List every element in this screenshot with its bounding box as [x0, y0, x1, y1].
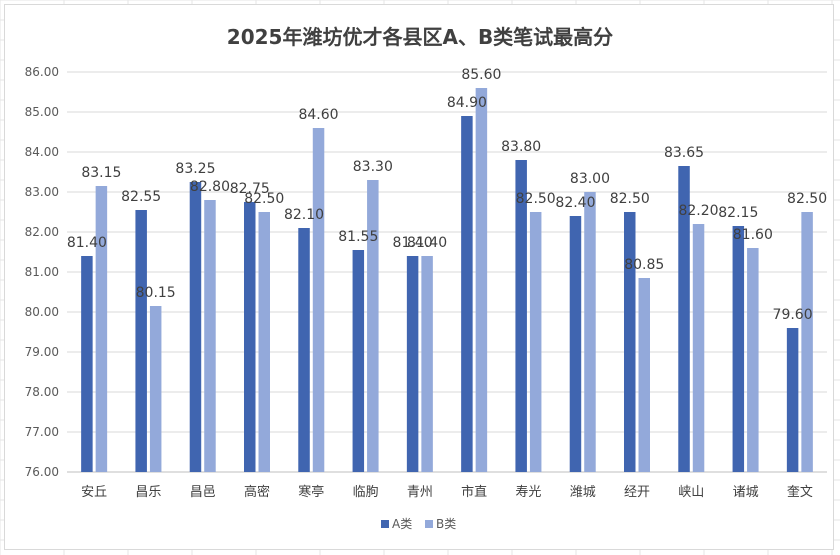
bar-a[interactable]: [678, 166, 690, 472]
data-label-a: 81.40: [67, 235, 107, 251]
data-label-b: 83.15: [81, 165, 121, 181]
bar-b[interactable]: [801, 212, 813, 472]
data-label-b: 82.50: [516, 191, 556, 207]
y-tick-label: 83.00: [25, 185, 59, 199]
bar-b[interactable]: [747, 248, 759, 472]
bar-a[interactable]: [189, 182, 202, 472]
data-label-b: 85.60: [461, 67, 501, 83]
data-label-a: 79.60: [773, 307, 813, 323]
x-category-label: 安丘: [81, 485, 107, 500]
bar-b[interactable]: [584, 192, 596, 472]
legend-label-b[interactable]: B类: [436, 517, 456, 531]
data-label-b: 80.15: [136, 285, 176, 301]
x-axis-category-labels: 安丘 昌乐 昌邑 高密 寒亭 临朐 青州 市直 寿光 潍城 经开 峡山 诸城 奎文: [81, 484, 813, 500]
bar-a[interactable]: [298, 228, 310, 472]
y-axis-tick-labels: 76.00 77.00 78.00 79.00 80.00 81.00 82.00 83.00…: [25, 65, 59, 479]
data-label-a: 82.75: [230, 181, 270, 197]
bar-b[interactable]: [692, 224, 705, 472]
bar-a[interactable]: [461, 116, 473, 472]
bar-a[interactable]: [624, 212, 636, 472]
bar-b[interactable]: [258, 212, 271, 472]
data-label-a: 81.40: [393, 235, 433, 251]
bar-a[interactable]: [352, 250, 365, 472]
y-tick-label: 82.00: [25, 225, 59, 239]
x-category-label: 诸城: [733, 485, 759, 500]
legend-label-a[interactable]: A类: [392, 517, 412, 531]
x-category-label: 寒亭: [298, 484, 324, 500]
data-label-a: 82.55: [121, 189, 161, 205]
bar-b[interactable]: [421, 256, 433, 472]
legend-swatch-b: [425, 520, 433, 528]
legend-swatch-a: [381, 520, 389, 528]
bar-b[interactable]: [638, 278, 651, 472]
data-label-a: 81.55: [338, 229, 378, 245]
data-label-a: 82.10: [284, 207, 324, 223]
bar-a[interactable]: [135, 210, 147, 472]
bar-a[interactable]: [569, 216, 582, 472]
bar-a[interactable]: [732, 226, 745, 472]
y-tick-label: 86.00: [25, 65, 59, 79]
y-tick-label: 80.00: [25, 305, 59, 319]
data-label-b: 81.60: [733, 227, 773, 243]
chart-title: 2025年潍坊优才各县区A、B类笔试最高分: [227, 25, 613, 49]
data-label-b: 82.20: [678, 203, 718, 219]
data-label-b: 83.30: [353, 159, 393, 175]
y-tick-label: 76.00: [25, 465, 59, 479]
bar-b[interactable]: [204, 200, 216, 472]
x-category-label: 峡山: [678, 485, 704, 500]
x-category-label: 昌邑: [190, 485, 216, 500]
bar-b[interactable]: [367, 180, 379, 472]
legend[interactable]: A类 B类: [381, 517, 456, 531]
bar-a[interactable]: [244, 202, 256, 472]
bar-a[interactable]: [81, 256, 93, 472]
bar-a[interactable]: [786, 328, 799, 472]
data-label-b: 80.85: [624, 257, 664, 273]
x-category-label: 经开: [624, 485, 650, 500]
data-label-a: 82.15: [718, 205, 758, 221]
data-label-a: 83.80: [501, 139, 541, 155]
bar-b[interactable]: [312, 128, 325, 472]
bar-a[interactable]: [515, 160, 527, 472]
y-tick-label: 84.00: [25, 145, 59, 159]
x-category-label: 市直: [461, 484, 487, 500]
bar-b[interactable]: [475, 88, 488, 472]
x-category-label: 奎文: [787, 485, 813, 500]
data-label-a: 82.50: [610, 191, 650, 207]
data-label-b: 83.00: [570, 171, 610, 187]
bar-a[interactable]: [406, 256, 419, 472]
x-category-label: 寿光: [515, 485, 541, 500]
x-category-label: 高密: [244, 484, 270, 500]
bar-chart: 2025年潍坊优才各县区A、B类笔试最高分 76.00 77.00 78.00 79.…: [25, 25, 828, 531]
data-label-a: 83.65: [664, 145, 704, 161]
data-label-a: 83.25: [175, 161, 215, 177]
y-tick-label: 81.00: [25, 265, 59, 279]
bar-b[interactable]: [95, 186, 108, 472]
x-category-label: 青州: [407, 485, 433, 500]
gridlines: [67, 71, 827, 473]
data-label-b: 82.50: [244, 191, 284, 207]
bars: [81, 88, 813, 472]
bar-b[interactable]: [529, 212, 542, 472]
data-label-b: 84.60: [298, 107, 338, 123]
x-category-label: 昌乐: [135, 485, 161, 500]
bar-b[interactable]: [149, 306, 162, 472]
y-tick-label: 85.00: [25, 105, 59, 119]
data-label-a: 82.40: [555, 195, 595, 211]
x-category-label: 潍城: [570, 485, 596, 500]
data-label-a: 84.90: [447, 95, 487, 111]
data-label-b: 81.40: [407, 235, 447, 251]
y-tick-label: 77.00: [25, 425, 59, 439]
y-tick-label: 79.00: [25, 345, 59, 359]
chart-frame[interactable]: 2025年潍坊优才各县区A、B类笔试最高分 76.00 77.00 78.00 79.…: [4, 4, 834, 550]
y-tick-label: 78.00: [25, 385, 59, 399]
data-label-b: 82.50: [787, 191, 827, 207]
data-label-b: 82.80: [190, 179, 230, 195]
x-category-label: 临朐: [353, 485, 379, 500]
